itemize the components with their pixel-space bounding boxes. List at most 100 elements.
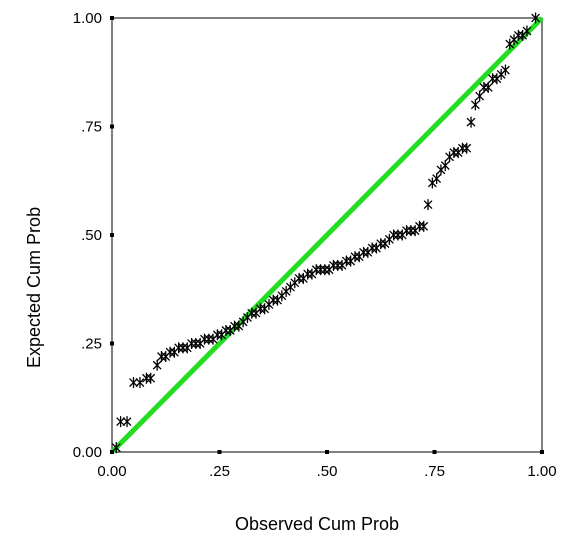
- data-point: [393, 229, 403, 241]
- y-tick-mark: [110, 341, 114, 346]
- data-point: [212, 329, 222, 341]
- data-point: [397, 229, 407, 241]
- data-point: [290, 277, 300, 289]
- data-point: [389, 229, 399, 241]
- x-tick-label: .25: [209, 463, 230, 480]
- data-point: [359, 246, 368, 258]
- data-point: [427, 177, 437, 189]
- data-point: [415, 220, 424, 232]
- data-point: [363, 246, 373, 258]
- data-point: [354, 251, 364, 263]
- data-point: [169, 346, 179, 358]
- data-point: [492, 73, 502, 85]
- y-tick-mark: [110, 450, 114, 454]
- data-point: [458, 142, 467, 154]
- y-tick-label: .75: [81, 119, 102, 136]
- data-point: [200, 333, 209, 345]
- data-point: [277, 290, 287, 302]
- data-point: [174, 342, 184, 354]
- data-point: [350, 251, 360, 263]
- y-tick-mark: [110, 16, 114, 20]
- reference-line: [110, 16, 544, 454]
- data-point: [432, 173, 442, 185]
- data-point: [531, 12, 540, 24]
- data-point: [483, 81, 493, 93]
- y-axis: 0.00 .25 .50 .75 1.00: [73, 10, 114, 461]
- data-point: [341, 255, 351, 267]
- y-tick-label: 0.00: [73, 444, 102, 461]
- data-point: [380, 238, 390, 250]
- data-point: [333, 259, 343, 271]
- data-point: [462, 142, 472, 154]
- data-point: [129, 377, 138, 389]
- data-point: [329, 259, 338, 271]
- data-point: [286, 281, 295, 293]
- data-point: [146, 372, 156, 384]
- data-point: [470, 99, 480, 111]
- data-point: [157, 351, 166, 363]
- data-point: [247, 307, 257, 319]
- data-point: [298, 272, 308, 284]
- y-tick-mark: [110, 124, 114, 129]
- data-point: [111, 442, 121, 454]
- data-point: [522, 25, 532, 37]
- data-point: [135, 377, 145, 389]
- data-point: [161, 351, 171, 363]
- data-point: [445, 151, 454, 163]
- x-tick-label: .50: [317, 463, 338, 480]
- y-tick-label: 1.00: [73, 10, 102, 27]
- data-point: [423, 199, 433, 211]
- data-point: [294, 272, 304, 284]
- data-point: [513, 29, 523, 41]
- y-tick-label: .50: [81, 227, 102, 244]
- x-tick-mark: [325, 450, 329, 454]
- data-point: [324, 264, 334, 276]
- data-point: [320, 264, 330, 276]
- x-axis-title: Observed Cum Prob: [235, 514, 399, 534]
- data-point: [255, 303, 265, 315]
- data-point: [367, 242, 377, 254]
- data-point: [316, 264, 325, 276]
- data-point: [449, 147, 459, 159]
- data-points: [111, 12, 540, 454]
- x-tick-label: .75: [424, 463, 445, 480]
- data-point: [182, 342, 192, 354]
- data-point: [496, 68, 506, 80]
- x-tick-mark: [217, 450, 222, 454]
- data-point: [264, 298, 274, 310]
- data-point: [372, 242, 381, 254]
- data-point: [204, 333, 214, 345]
- data-point: [303, 268, 313, 280]
- data-point: [195, 338, 205, 349]
- x-tick-mark: [540, 450, 544, 454]
- data-point: [122, 416, 132, 428]
- y-tick-mark: [110, 233, 114, 237]
- x-tick-label: 1.00: [527, 463, 556, 480]
- data-point: [208, 333, 218, 345]
- data-point: [191, 338, 201, 349]
- data-point: [311, 264, 321, 276]
- data-point: [141, 372, 151, 384]
- data-point: [384, 233, 394, 245]
- data-point: [479, 81, 489, 93]
- data-point: [337, 259, 347, 271]
- data-point: [178, 342, 188, 354]
- data-point: [346, 255, 356, 267]
- data-point: [436, 164, 446, 176]
- x-tick-label: 0.00: [97, 463, 126, 480]
- data-point: [402, 225, 411, 237]
- data-point: [440, 160, 450, 172]
- data-point: [268, 294, 278, 306]
- data-point: [165, 346, 175, 358]
- data-point: [488, 73, 497, 85]
- plot-area: [110, 16, 544, 454]
- data-point: [376, 238, 386, 250]
- data-point: [501, 64, 510, 76]
- data-point: [187, 338, 196, 349]
- data-point: [406, 225, 416, 237]
- data-point: [281, 285, 291, 297]
- data-point: [116, 416, 126, 428]
- x-tick-mark: [432, 450, 437, 454]
- y-tick-label: .25: [81, 336, 102, 353]
